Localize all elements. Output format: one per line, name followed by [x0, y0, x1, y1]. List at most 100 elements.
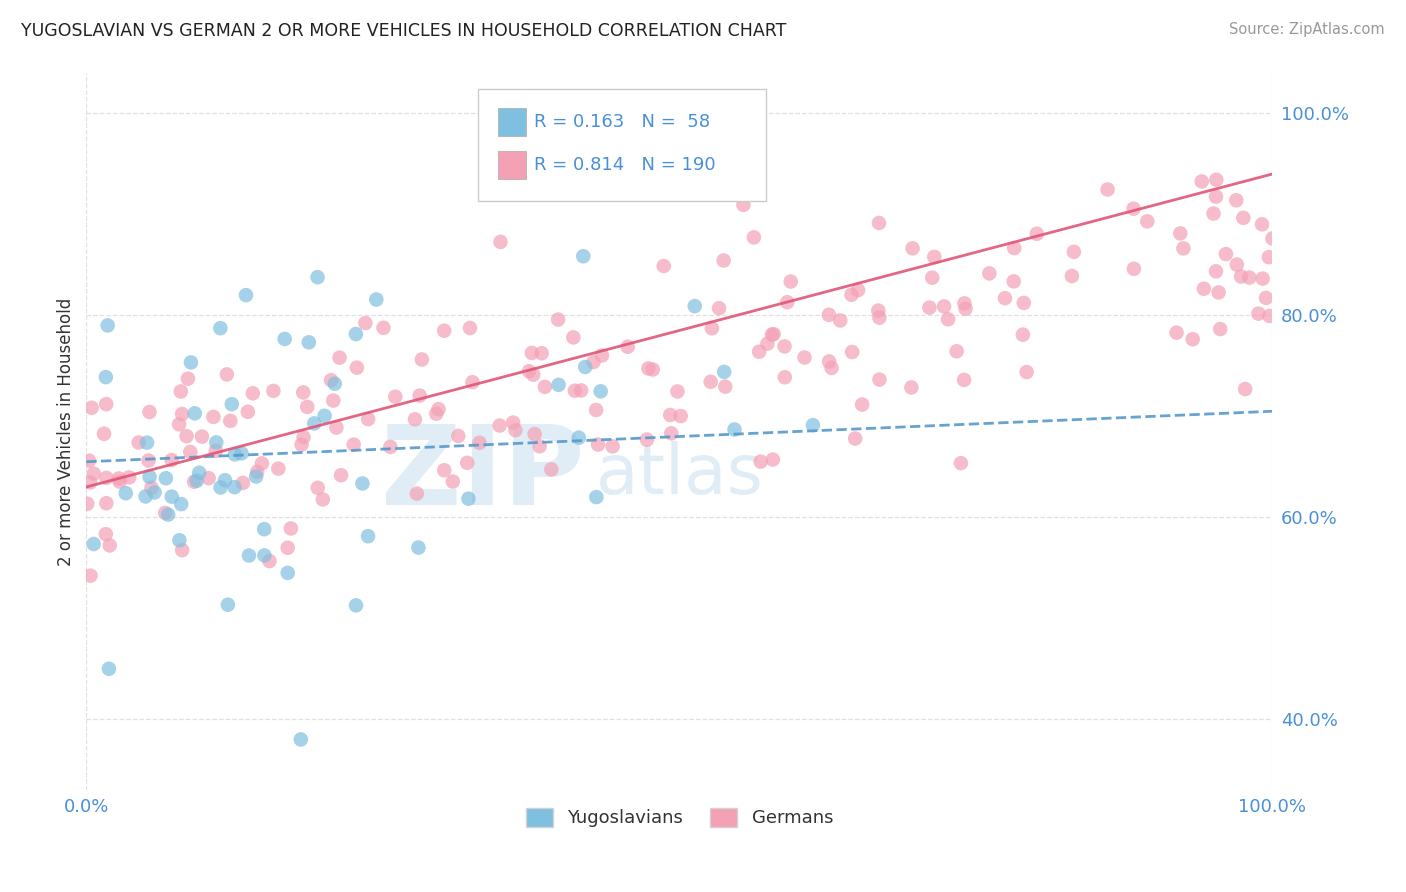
- Point: [585, 403, 607, 417]
- Point: [160, 490, 183, 504]
- Point: [83, 467, 105, 481]
- Text: Source: ZipAtlas.com: Source: ZipAtlas.com: [1229, 22, 1385, 37]
- Point: [108, 475, 131, 489]
- Point: [1258, 309, 1281, 323]
- Point: [714, 379, 737, 393]
- Point: [344, 327, 367, 342]
- Point: [666, 384, 689, 399]
- Point: [707, 301, 730, 316]
- Point: [1251, 271, 1274, 285]
- Point: [160, 453, 183, 467]
- Point: [221, 397, 243, 411]
- Point: [868, 303, 890, 318]
- Point: [723, 422, 745, 436]
- Point: [776, 295, 799, 310]
- Point: [773, 370, 796, 384]
- Point: [366, 293, 388, 307]
- Point: [1239, 270, 1261, 285]
- Point: [357, 529, 380, 543]
- Point: [298, 335, 321, 350]
- Point: [97, 662, 120, 676]
- Point: [921, 270, 943, 285]
- Point: [901, 241, 924, 255]
- Point: [253, 522, 276, 536]
- Point: [636, 433, 658, 447]
- Point: [994, 291, 1017, 305]
- Point: [441, 475, 464, 489]
- Point: [307, 270, 329, 285]
- Point: [1234, 382, 1257, 396]
- Point: [245, 469, 267, 483]
- Point: [846, 283, 869, 297]
- Point: [1002, 274, 1025, 288]
- Point: [1202, 206, 1225, 220]
- Point: [517, 364, 540, 378]
- Point: [699, 375, 721, 389]
- Point: [307, 481, 329, 495]
- Point: [425, 407, 447, 421]
- Point: [1230, 269, 1253, 284]
- Point: [96, 496, 118, 510]
- Point: [330, 468, 353, 483]
- Point: [1205, 189, 1227, 203]
- Point: [297, 400, 319, 414]
- Point: [292, 430, 315, 444]
- Point: [143, 485, 166, 500]
- Point: [869, 373, 891, 387]
- Point: [141, 481, 163, 495]
- Point: [713, 253, 735, 268]
- Text: atlas: atlas: [596, 441, 765, 508]
- Point: [219, 414, 242, 428]
- Point: [572, 249, 595, 263]
- Point: [953, 373, 976, 387]
- Point: [97, 318, 120, 333]
- Point: [1191, 174, 1213, 188]
- Point: [290, 438, 312, 452]
- Point: [818, 308, 841, 322]
- Point: [457, 491, 479, 506]
- Point: [259, 554, 281, 568]
- Text: YUGOSLAVIAN VS GERMAN 2 OR MORE VEHICLES IN HOUSEHOLD CORRELATION CHART: YUGOSLAVIAN VS GERMAN 2 OR MORE VEHICLES…: [21, 22, 786, 40]
- Text: R = 0.163   N =  58: R = 0.163 N = 58: [534, 113, 710, 131]
- Point: [224, 447, 246, 461]
- Point: [851, 398, 873, 412]
- Point: [1209, 322, 1232, 336]
- Point: [202, 409, 225, 424]
- Point: [191, 429, 214, 443]
- Point: [242, 386, 264, 401]
- Point: [380, 440, 402, 454]
- Point: [409, 388, 432, 402]
- Point: [585, 490, 607, 504]
- Point: [801, 418, 824, 433]
- Point: [488, 418, 510, 433]
- Point: [547, 377, 569, 392]
- Point: [1208, 285, 1230, 300]
- Point: [180, 355, 202, 369]
- Point: [262, 384, 284, 398]
- Point: [547, 312, 569, 326]
- Point: [922, 250, 945, 264]
- Point: [128, 435, 150, 450]
- Point: [136, 435, 159, 450]
- Point: [700, 321, 723, 335]
- Point: [250, 456, 273, 470]
- Point: [742, 230, 765, 244]
- Point: [1226, 258, 1249, 272]
- Point: [108, 471, 131, 485]
- Point: [749, 454, 772, 468]
- Point: [98, 539, 121, 553]
- Point: [205, 435, 228, 450]
- Point: [232, 475, 254, 490]
- Point: [844, 432, 866, 446]
- Point: [77, 453, 100, 467]
- Point: [1173, 241, 1195, 255]
- Legend: Yugoslavians, Germans: Yugoslavians, Germans: [519, 800, 841, 835]
- Point: [217, 598, 239, 612]
- Point: [94, 370, 117, 384]
- Point: [1225, 193, 1247, 207]
- Point: [157, 508, 180, 522]
- Point: [945, 344, 967, 359]
- Point: [489, 235, 512, 249]
- Point: [236, 405, 259, 419]
- Point: [183, 475, 205, 489]
